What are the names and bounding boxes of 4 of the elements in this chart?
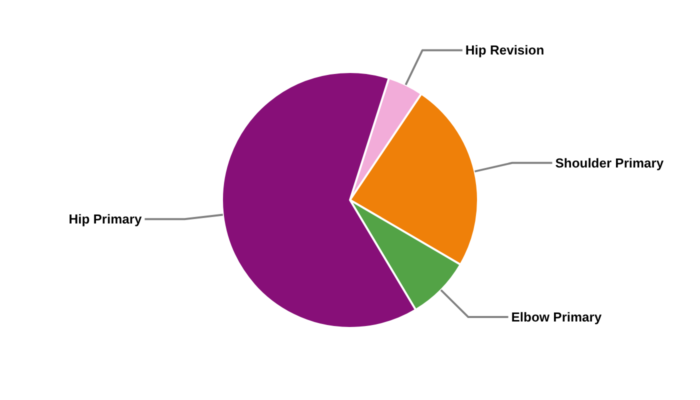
slice-label: Elbow Primary [511,310,602,325]
slice-label: Hip Revision [465,42,544,58]
slice-label: Hip Primary [68,212,142,227]
slice-label: Shoulder Primary [555,155,664,170]
